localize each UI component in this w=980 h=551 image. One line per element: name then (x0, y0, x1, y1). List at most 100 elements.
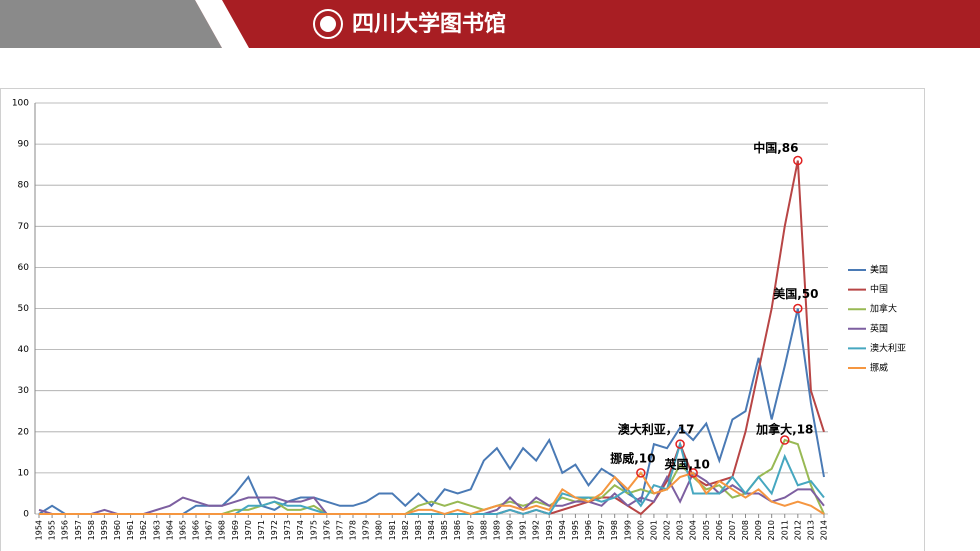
header-gray (0, 0, 222, 48)
x-tick-label: 2014 (820, 520, 829, 540)
x-tick-label: 2005 (702, 520, 711, 540)
annotation-marker (780, 435, 790, 445)
x-tick-label: 1981 (388, 520, 397, 540)
x-tick-label: 2004 (689, 520, 698, 540)
annotation-marker (793, 303, 803, 314)
annotation-label: 挪威,10 (610, 450, 655, 465)
annotation-label: 英国,10 (665, 456, 710, 471)
x-tick-label: 1978 (349, 520, 358, 540)
x-tick-label: 1967 (205, 520, 214, 540)
x-tick-label: 1976 (322, 520, 331, 540)
annotation-marker (793, 155, 803, 166)
annotation-label: 中国,86 (753, 140, 798, 155)
y-tick-label: 20 (18, 427, 30, 437)
x-tick-label: 1983 (414, 520, 423, 540)
x-tick-label: 1980 (375, 520, 384, 540)
y-tick-label: 100 (12, 99, 29, 109)
x-tick-label: 2001 (649, 520, 658, 540)
x-tick-label: 1985 (440, 520, 449, 540)
x-tick-label: 1995 (571, 520, 580, 540)
x-tick-label: 1971 (257, 520, 266, 540)
x-tick-label: 1990 (506, 520, 515, 540)
x-tick-label: 1992 (532, 520, 541, 540)
x-tick-label: 2006 (715, 520, 724, 540)
y-tick-label: 40 (18, 345, 30, 355)
legend-label: 英国 (870, 322, 888, 334)
x-tick-label: 1966 (192, 520, 201, 540)
x-tick-label: 1958 (87, 520, 96, 540)
x-tick-label: 1955 (48, 520, 57, 540)
x-tick-label: 1991 (519, 520, 528, 540)
x-tick-label: 1999 (623, 520, 632, 540)
series-line (38, 308, 825, 515)
x-tick-label: 1965 (178, 520, 187, 540)
x-tick-label: 2007 (728, 520, 737, 540)
x-tick-label: 1963 (152, 520, 161, 540)
x-tick-label: 1956 (61, 520, 70, 540)
x-tick-label: 1959 (100, 520, 109, 540)
x-tick-label: 1960 (113, 520, 122, 540)
x-tick-label: 2013 (806, 520, 815, 540)
x-tick-label: 1996 (584, 520, 593, 540)
x-tick-label: 1982 (401, 520, 410, 540)
x-tick-label: 1973 (283, 520, 292, 540)
x-tick-label: 2011 (780, 520, 789, 540)
x-tick-label: 1997 (597, 520, 606, 540)
legend-label: 中国 (870, 283, 888, 295)
annotation-label: 澳大利亚，17 (618, 422, 695, 437)
legend-label: 美国 (870, 264, 888, 276)
legend-label: 澳大利亚 (870, 342, 906, 354)
x-tick-label: 1986 (453, 520, 462, 540)
y-tick-label: 0 (23, 510, 29, 520)
x-tick-label: 1979 (362, 520, 371, 540)
header-stripe (195, 0, 249, 48)
x-tick-label: 1974 (296, 520, 305, 540)
y-tick-label: 60 (18, 263, 30, 273)
x-tick-label: 1954 (35, 520, 44, 540)
series-line (39, 471, 825, 516)
x-tick-label: 1961 (126, 520, 135, 540)
x-tick-label: 2000 (636, 520, 645, 540)
logo-inner (320, 16, 336, 32)
header-title: 四川大学图书馆 (352, 11, 506, 37)
series-line (39, 438, 825, 515)
x-tick-label: 1989 (492, 520, 501, 540)
x-tick-label: 1962 (139, 520, 148, 540)
x-tick-label: 1969 (231, 520, 240, 540)
x-tick-label: 2003 (676, 520, 685, 540)
series-line (39, 440, 825, 516)
x-tick-label: 2012 (793, 520, 802, 540)
x-tick-label: 1972 (270, 520, 279, 540)
annotation-marker (675, 439, 685, 449)
y-tick-label: 50 (18, 304, 30, 314)
x-tick-label: 1987 (466, 520, 475, 540)
x-tick-label: 2010 (767, 520, 776, 540)
x-tick-label: 1998 (610, 520, 619, 540)
y-tick-label: 10 (18, 468, 30, 478)
chart-border (0, 88, 925, 551)
x-tick-label: 2008 (741, 520, 750, 540)
x-tick-label: 1988 (479, 520, 488, 540)
legend-label: 挪威 (870, 362, 888, 374)
x-tick-label: 1975 (309, 520, 318, 540)
x-tick-label: 1968 (218, 520, 227, 540)
x-tick-label: 1993 (545, 520, 554, 540)
x-tick-label: 1964 (165, 520, 174, 540)
x-tick-label: 1977 (335, 520, 344, 540)
x-tick-label: 2002 (663, 520, 672, 540)
y-tick-label: 30 (18, 386, 30, 396)
x-tick-label: 1970 (244, 520, 253, 540)
annotation-label: 加拿大,18 (755, 422, 813, 437)
annotation-marker (688, 468, 698, 478)
y-tick-label: 80 (18, 181, 30, 191)
x-tick-label: 1957 (74, 520, 83, 540)
annotation-label: 美国,50 (773, 286, 818, 301)
annotation-marker (636, 468, 646, 478)
y-tick-label: 90 (18, 140, 30, 150)
logo (313, 9, 343, 39)
y-tick-label: 70 (18, 222, 30, 232)
x-tick-label: 1994 (558, 520, 567, 540)
legend-label: 加拿大 (870, 303, 897, 315)
